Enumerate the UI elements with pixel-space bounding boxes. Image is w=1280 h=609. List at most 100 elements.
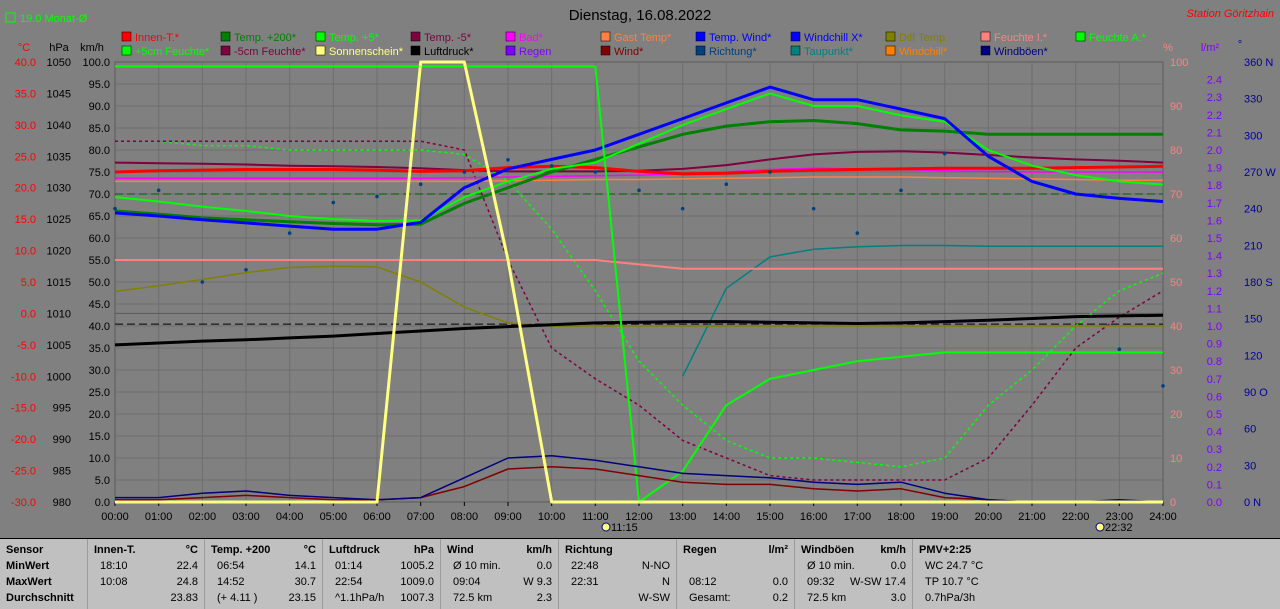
temp-tick-label: 5.0	[21, 277, 36, 289]
chart-title: Dienstag, 16.08.2022	[569, 7, 712, 24]
stats-richtung: Richtung 22:48 N-NO 22:31 N W-SW	[559, 539, 677, 609]
legend-item-row2-8[interactable]: Windchill*	[885, 45, 948, 58]
direction-point	[724, 182, 729, 187]
legend-item-row2-5[interactable]: Wind*	[600, 45, 644, 58]
wind-tick-label: 20.0	[89, 409, 110, 421]
direction-point	[899, 188, 903, 193]
press-tick-label: 1010	[47, 308, 71, 320]
stats-innen-max-time: 10:08	[100, 576, 128, 588]
stats-druck-min-time: 01:14	[335, 560, 363, 572]
stats-max-label: MaxWert	[6, 576, 52, 588]
legend-item-row1-4[interactable]: Bad*	[505, 31, 544, 44]
press-tick-label: 1020	[47, 246, 71, 258]
legend-swatch	[695, 45, 706, 56]
series-line-bad-	[115, 167, 1163, 180]
legend-item-row2-7[interactable]: Taupunkt*	[790, 45, 854, 58]
stats-richtung-title: Richtung	[565, 544, 613, 556]
legend-item-row1-2[interactable]: Temp. +5*	[315, 31, 380, 44]
legend-item-row2-2[interactable]: Sonnenschein*	[315, 45, 404, 58]
series-line-temp-5-	[114, 92, 1164, 222]
legend-swatch	[121, 31, 132, 42]
legend-item-row1-9[interactable]: Feuchte I.*	[980, 31, 1048, 44]
stats-wind-avg-extra: 72.5 km	[453, 592, 493, 604]
temp-tick-label: 35.0	[15, 88, 36, 100]
series-line-windb-en-	[115, 455, 1164, 503]
wind-tick-label: 25.0	[89, 387, 110, 399]
rain-tick-label: 0.3	[1207, 444, 1222, 456]
wind-tick-label: 5.0	[95, 475, 110, 487]
series-line-diff-temp-	[114, 265, 1163, 327]
stats-pmv: PMV+2:25 WC 24.7 °C TP 10.7 °C 0.7hPa/3h	[913, 539, 1033, 609]
legend-item-row2-0[interactable]: +5cm Feuchte*	[121, 45, 210, 58]
legend-label: Regen	[519, 46, 551, 58]
legend-item-row1-1[interactable]: Temp. +200*	[220, 31, 297, 44]
direction-point	[855, 231, 860, 235]
hum-tick-label: 80	[1170, 145, 1182, 157]
press-tick-label: 1040	[47, 120, 71, 132]
direction-point	[1117, 347, 1122, 352]
legend-item-row1-10[interactable]: Feuchte A.*	[1075, 31, 1147, 44]
dir-tick-label: 30	[1244, 460, 1256, 472]
sunset-marker: 22:32	[1095, 522, 1133, 534]
legend-item-row2-9[interactable]: Windböen*	[980, 45, 1049, 58]
legend-item-row2-1[interactable]: -5cm Feuchte*	[220, 45, 306, 58]
time-tick-label: 11:00	[582, 511, 609, 523]
wind-tick-label: 85.0	[89, 123, 110, 135]
hum-tick-label: 10	[1170, 453, 1182, 465]
legend-swatch	[220, 31, 231, 42]
stats-pmv-title: PMV+2:25	[919, 544, 972, 556]
time-tick-label: 19:00	[931, 511, 959, 523]
legend-item-row1-3[interactable]: Temp. -5*	[410, 31, 472, 44]
hum-tick-label: 20	[1170, 409, 1182, 421]
stats-richtung-max-time: 22:31	[571, 576, 599, 588]
stats-wind-unit: km/h	[526, 544, 552, 556]
legend-label: Temp. +200*	[234, 32, 297, 44]
stats-boeen-avg-val: 3.0	[890, 592, 906, 604]
stats-innen-avg-val: 23.83	[170, 592, 198, 604]
weather-chart: 40.0 35.0 30.0 25.0 20.0 15.0 10.0 5.0 0.0 -5.0 -1…	[5, 7, 1277, 534]
legend-label: Richtung*	[709, 46, 757, 58]
time-tick-label: 09:00	[494, 511, 522, 523]
legend-item-row1-8[interactable]: Diff Temp.	[885, 31, 948, 44]
temp-tick-label: 15.0	[15, 214, 36, 226]
sunset-icon	[1095, 522, 1105, 532]
legend-item-row1-5[interactable]: Gast Temp*	[600, 31, 672, 44]
stats-regen-avg-label: Gesamt:	[689, 592, 731, 604]
time-tick-label: 00:00	[101, 511, 129, 523]
stats-temp-max-time: 14:52	[217, 576, 245, 588]
dir-tick-label: 150	[1244, 314, 1262, 326]
press-tick-label: 1015	[47, 277, 71, 289]
legend-item-row2-4[interactable]: Regen	[505, 45, 551, 58]
series-line-feuchte-i-	[115, 259, 1163, 270]
wind-tick-label: 80.0	[89, 145, 110, 157]
direction-point	[156, 188, 161, 193]
direction-point	[113, 206, 117, 211]
legend-item-row2-6[interactable]: Richtung*	[695, 45, 757, 58]
stats-regen-unit: l/m²	[768, 544, 788, 556]
time-tick-label: 07:00	[407, 511, 435, 523]
temp-tick-label: 10.0	[15, 246, 36, 258]
time-tick-label: 06:00	[363, 511, 391, 523]
dir-tick-label: 360 N	[1244, 57, 1273, 69]
press-tick-label: 985	[53, 466, 71, 478]
legend-swatch	[980, 45, 991, 56]
legend-item-row1-0[interactable]: Innen-T.*	[121, 31, 180, 44]
hum-tick-label: 60	[1170, 233, 1182, 245]
legend-item-row1-6[interactable]: Temp. Wind*	[695, 31, 772, 44]
legend-item-row2-3[interactable]: Luftdruck*	[410, 45, 474, 58]
monthly-avg-checkbox[interactable]	[5, 12, 16, 23]
legend-label: Sonnenschein*	[329, 46, 404, 58]
stats-druck-unit: hPa	[413, 544, 434, 556]
rain-tick-label: 0.9	[1207, 339, 1222, 351]
legend-swatch	[1075, 31, 1086, 42]
stats-boeen: Windböen km/h Ø 10 min. 0.0 09:32 W-SW 17.4…	[795, 539, 913, 609]
stats-innen-max-val: 24.8	[176, 576, 198, 588]
wind-unit-label: km/h	[80, 42, 104, 54]
rain-tick-label: 1.1	[1207, 303, 1222, 315]
sunrise-icon	[601, 522, 611, 532]
series-line-gast-temp-	[115, 176, 1163, 183]
time-tick-label: 04:00	[276, 511, 304, 523]
chart-legend[interactable]: Innen-T.* Temp. +200* Temp. +5* Temp. -5* Ba…	[121, 31, 1147, 58]
legend-swatch	[885, 45, 896, 56]
legend-item-row1-7[interactable]: Windchill X*	[790, 31, 863, 44]
